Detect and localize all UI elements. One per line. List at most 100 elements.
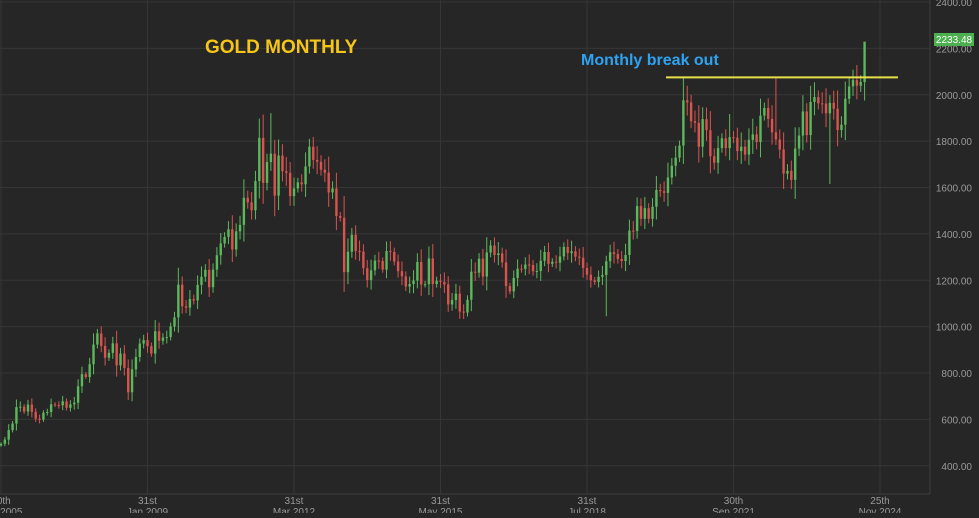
candle-body	[223, 236, 226, 244]
candle-body	[793, 148, 797, 180]
candle-body	[308, 146, 311, 167]
candle-body	[281, 155, 284, 172]
candle-body	[527, 264, 531, 266]
candle-body	[647, 208, 650, 219]
candle-body	[389, 251, 392, 253]
candle-body	[3, 439, 7, 444]
candle-body	[416, 261, 419, 281]
candle-body	[450, 299, 454, 305]
candle-body	[265, 162, 269, 183]
x-tick-label-day: 31st	[431, 496, 450, 507]
candle-body	[22, 406, 26, 412]
candle-body	[612, 252, 616, 255]
candle-body	[751, 134, 754, 140]
candle-body	[524, 264, 527, 269]
candle-body	[678, 145, 681, 158]
candle-body	[312, 146, 315, 160]
candle-body	[250, 202, 253, 211]
candle-body	[38, 418, 41, 420]
candle-body	[288, 172, 292, 197]
candle-body	[369, 270, 373, 281]
candle-body	[566, 246, 569, 254]
candle-body	[466, 299, 469, 313]
candle-body	[435, 280, 438, 284]
candle-body	[304, 166, 307, 185]
candle-body	[269, 153, 273, 163]
candle-body	[820, 103, 824, 105]
candle-body	[196, 284, 199, 301]
candle-body	[261, 137, 265, 183]
candle-body	[42, 412, 45, 420]
x-tick-label-month: Jul 2018	[568, 507, 606, 513]
candle-body	[57, 405, 61, 407]
candle-body	[539, 260, 542, 272]
candle-body	[339, 216, 342, 218]
x-tick-label-month: Sep 2021	[712, 507, 755, 513]
candle-body	[801, 111, 805, 136]
candle-body	[855, 80, 859, 86]
candle-body	[46, 412, 49, 414]
candle-body	[319, 161, 323, 170]
candle-body	[342, 217, 346, 273]
candle-body	[165, 337, 168, 339]
candle-body	[693, 121, 697, 123]
candle-body	[512, 277, 515, 292]
candle-body	[154, 331, 157, 354]
candle-body	[782, 149, 785, 174]
candle-body	[408, 283, 411, 287]
candle-body	[15, 407, 18, 424]
candle-body	[443, 281, 446, 285]
candle-body	[763, 107, 766, 116]
candle-body	[323, 169, 327, 173]
candle-body	[581, 257, 585, 268]
y-tick-label: 2200.00	[936, 44, 973, 55]
candle-body	[531, 264, 535, 272]
candle-body	[585, 267, 589, 275]
candle-body	[740, 146, 743, 152]
candle-body	[743, 146, 747, 155]
candle-body	[547, 251, 550, 264]
candle-body	[847, 86, 851, 99]
x-tick-label-month: May 2015	[419, 507, 463, 513]
candle-body	[447, 284, 450, 305]
candle-body	[709, 130, 712, 157]
candle-body	[277, 155, 280, 196]
candle-body	[273, 153, 276, 196]
candle-body	[558, 256, 562, 263]
candle-body	[697, 122, 701, 147]
x-tick-label-day: 30th	[724, 496, 743, 507]
candle-body	[516, 268, 519, 278]
candle-body	[809, 101, 812, 136]
candle-body	[215, 255, 219, 270]
candle-body	[635, 206, 639, 231]
candle-body	[497, 253, 500, 256]
candle-body	[651, 206, 654, 219]
y-axis: 400.00 600.00 800.00 1000.00 1200.00 1400.00 1…	[936, 0, 973, 473]
candle-body	[76, 386, 80, 403]
candle-body	[597, 276, 600, 282]
candle-body	[439, 280, 442, 282]
x-tick-label-day: 31st	[578, 496, 597, 507]
candle-body	[92, 344, 95, 365]
candle-body	[477, 258, 481, 273]
x-tick-label-month: Nov 2005	[0, 507, 23, 513]
y-tick-label: 1000.00	[936, 323, 973, 334]
candle-body	[34, 411, 37, 419]
candle-body	[192, 299, 195, 301]
candle-body	[234, 231, 238, 250]
candle-body	[659, 190, 662, 192]
candle-body	[200, 276, 203, 285]
y-tick-label: 1400.00	[936, 230, 973, 241]
candle-body	[520, 268, 523, 270]
candle-body	[385, 251, 388, 270]
x-tick-label-day: 25th	[870, 496, 889, 507]
candle-body	[554, 261, 558, 263]
candle-body	[354, 234, 357, 252]
candle-body	[188, 299, 192, 308]
candle-body	[713, 156, 716, 163]
candle-body	[296, 182, 300, 189]
chart-title: GOLD MONTHLY	[205, 37, 358, 58]
candle-body	[481, 258, 485, 277]
candle-body	[574, 251, 577, 257]
